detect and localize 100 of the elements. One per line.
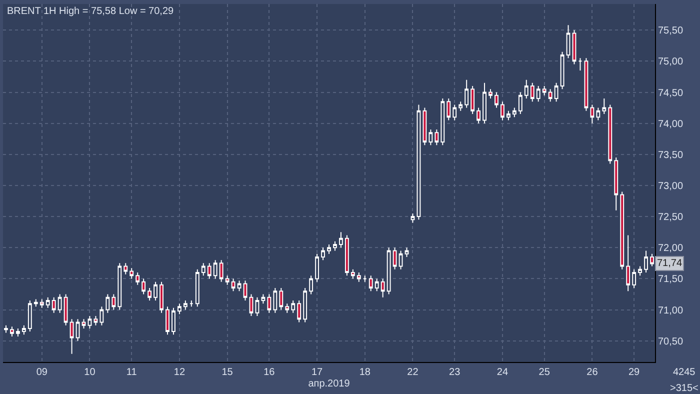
text: >315< (670, 383, 699, 394)
candlestick (225, 275, 230, 286)
candlestick (356, 272, 361, 282)
text: 4245 (673, 367, 696, 378)
candlestick (249, 294, 254, 317)
candlestick (339, 232, 343, 248)
y-tick-label: 74,50 (658, 88, 684, 99)
candlestick (112, 294, 116, 310)
candlestick (512, 107, 516, 118)
candlestick (297, 300, 302, 323)
candlestick (237, 280, 242, 292)
x-tick-label: 23 (449, 367, 461, 378)
candlestick (201, 262, 206, 276)
candlestick (548, 88, 552, 102)
x-tick-label: 16 (264, 367, 276, 378)
x-tick-label: 29 (628, 367, 640, 378)
candlestick (333, 240, 337, 252)
candlestick (464, 79, 469, 108)
candlestick (506, 110, 510, 121)
candlestick (124, 262, 128, 275)
candlestick (177, 303, 182, 315)
y-tick-label: 72,50 (658, 212, 684, 224)
candlestick (183, 300, 188, 310)
candlestick (638, 266, 642, 276)
candlestick (596, 107, 600, 121)
candlestick (166, 306, 170, 336)
candlestick (344, 234, 349, 276)
candlestick (16, 328, 20, 338)
candlestick (243, 280, 248, 301)
candlestick (207, 262, 212, 280)
candlestick (195, 268, 200, 308)
x-tick-label: 26 (586, 367, 598, 378)
candlestick (404, 247, 409, 258)
candlestick (476, 107, 481, 124)
candlestick (434, 129, 439, 146)
candlestick (321, 247, 325, 261)
candlestick (632, 268, 636, 289)
candlestick (315, 253, 319, 282)
candlestick (470, 86, 475, 115)
x-tick-label: 11 (126, 367, 138, 378)
candlestick (530, 82, 534, 102)
candlestick (488, 88, 492, 99)
candlestick (100, 306, 104, 326)
candlestick (626, 234, 630, 292)
candlestick (52, 296, 56, 314)
candlestick (500, 101, 504, 121)
y-tick-label: 70,50 (658, 336, 684, 348)
candlestick (22, 324, 26, 336)
candlestick (452, 104, 457, 121)
x-tick-label: 25 (538, 367, 550, 378)
annotation: 71,74 (657, 258, 682, 269)
x-tick-label: 17 (311, 367, 324, 378)
x-tick-label: 15 (222, 367, 234, 378)
candlestick (172, 307, 176, 336)
candlestick (34, 298, 38, 308)
y-tick-label: 71,00 (658, 305, 684, 316)
candlestick (255, 296, 260, 317)
candlestick (118, 262, 122, 310)
candlestick (518, 92, 522, 115)
candlestick (130, 268, 134, 280)
candlestick (303, 288, 308, 323)
candlestick (142, 278, 146, 295)
candlestick (309, 275, 314, 295)
candlestick (160, 281, 164, 314)
candlestick (458, 101, 463, 112)
candlestick (148, 288, 152, 301)
candlestick (590, 104, 594, 124)
candlestick (154, 281, 158, 301)
candlestick (584, 58, 588, 112)
candlestick (106, 294, 110, 314)
candlestick (279, 288, 284, 310)
candlestick (94, 316, 98, 326)
candlestick (261, 294, 266, 304)
candlestick (566, 24, 570, 59)
candlestick (267, 294, 272, 314)
candlestick (422, 107, 427, 146)
candlestick (82, 318, 86, 329)
chart-title: BRENT 1H High = 75,58 Low = 70,29 (7, 6, 174, 17)
candlestick (273, 288, 278, 314)
candlestick (58, 294, 62, 314)
x-tick-label: 09 (36, 367, 48, 378)
candlestick (327, 244, 331, 254)
candlestick (40, 298, 44, 308)
candlestick (362, 275, 367, 282)
candlestick (398, 250, 403, 270)
candlestick (446, 98, 451, 121)
candlestick (542, 86, 546, 96)
y-tick-label: 72,00 (658, 243, 684, 254)
x-tick-label: 12 (174, 367, 186, 378)
x-tick-label: 22 (407, 367, 419, 378)
candlestick (494, 92, 498, 108)
candlestick (88, 316, 92, 329)
candlestick (70, 318, 74, 354)
candlestick (285, 303, 290, 314)
candlestick (572, 30, 576, 65)
candlestick (368, 275, 373, 292)
candlestick (440, 98, 445, 146)
candlestick (219, 260, 224, 282)
candlestick (392, 247, 397, 270)
candlestick (650, 253, 654, 267)
